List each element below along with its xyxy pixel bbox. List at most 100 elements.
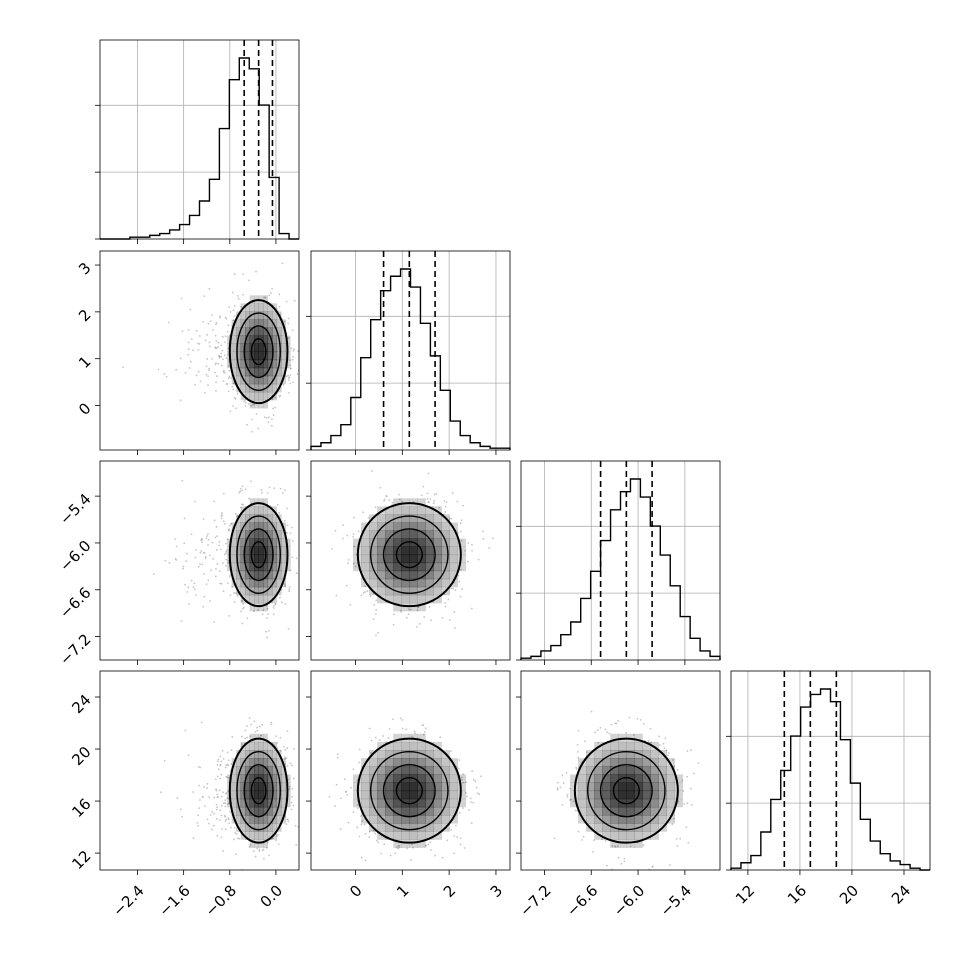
scatter-point [370, 739, 373, 742]
scatter-point [686, 802, 689, 805]
density-cell [245, 522, 251, 531]
density-cell [281, 343, 287, 353]
scatter-point [224, 335, 227, 338]
density-cell [642, 782, 651, 792]
density-cell [417, 562, 426, 572]
scatter-point [352, 811, 355, 813]
density-cell [249, 295, 255, 304]
density-cell [254, 506, 260, 515]
scatter-point [347, 562, 349, 565]
scatter-point [216, 535, 218, 538]
density-cell [249, 359, 255, 369]
density-cell [626, 815, 635, 824]
scatter-point [383, 498, 386, 501]
density-cell [602, 774, 611, 783]
density-cell [236, 351, 241, 361]
scatter-point [231, 585, 233, 588]
scatter-point [407, 613, 410, 616]
scatter-point [559, 786, 562, 789]
density-cell [245, 383, 251, 393]
scatter-point [360, 856, 363, 859]
scatter-point [370, 752, 372, 754]
scatter-point [249, 735, 251, 738]
density-cell [594, 823, 603, 832]
scatter-point [230, 826, 232, 829]
scatter-point [216, 834, 219, 837]
contour-line [228, 502, 289, 608]
scatter-point [584, 740, 586, 743]
contour-line [395, 776, 423, 805]
density-cell [258, 815, 264, 824]
scatter-point [208, 369, 210, 372]
scatter-point [267, 613, 270, 616]
density-cell [425, 806, 434, 816]
density-cell [254, 530, 260, 539]
scatter-point [266, 492, 269, 494]
scatter-point [416, 609, 419, 612]
scatter-point [175, 368, 178, 371]
hist-panel-2 [516, 460, 721, 665]
panel-frame [520, 670, 721, 871]
density-cell [570, 774, 579, 783]
scatter-point [221, 749, 224, 752]
density-cell [276, 375, 282, 385]
scatter-point [222, 380, 225, 383]
scatter-point [357, 530, 360, 533]
scatter-point [467, 560, 469, 563]
scatter-point [288, 392, 290, 394]
density-cell [267, 831, 273, 840]
scatter-point [236, 515, 239, 518]
scatter-point [397, 845, 399, 848]
scatter-point [239, 490, 242, 493]
scatter-point [401, 727, 404, 730]
panel-frame [730, 670, 931, 871]
density-cell [263, 798, 269, 808]
density-cell [377, 514, 386, 523]
scatter-point [246, 725, 248, 727]
panel-frame [520, 460, 721, 661]
scatter-point [197, 342, 199, 345]
density-cell [272, 782, 278, 792]
density-cell [272, 343, 278, 353]
scatter-point [470, 607, 473, 610]
density-cell [258, 782, 264, 792]
density-cell [618, 782, 627, 792]
density-cell [258, 831, 264, 840]
density-cell [409, 815, 418, 824]
scatter-point [344, 790, 347, 793]
scatter-point [349, 604, 352, 606]
scatter-point [424, 731, 426, 733]
scatter-point [229, 410, 232, 413]
density-cell [618, 790, 627, 800]
density-cell [457, 798, 467, 808]
scatter-point [364, 591, 366, 593]
scatter-point [286, 507, 289, 510]
scatter-point [444, 505, 447, 508]
density-cell [433, 750, 442, 759]
density-cell [240, 530, 246, 539]
scatter-point [458, 759, 461, 761]
density-cell [276, 570, 282, 580]
scatter-point [220, 795, 223, 798]
scatter-point [176, 796, 179, 799]
density-cell [249, 375, 255, 385]
scatter-point [576, 743, 579, 746]
density-cell [249, 514, 255, 523]
scatter-point [188, 367, 191, 369]
scatter-point [182, 565, 185, 568]
density-cell [369, 554, 378, 564]
density-cell [249, 831, 255, 840]
scatter-point [266, 607, 269, 610]
density-cell [249, 570, 255, 580]
scatter-point [248, 716, 251, 719]
scatter-point [566, 795, 569, 798]
density-cell [231, 343, 237, 353]
density-cell [369, 774, 378, 783]
density-cell [401, 823, 410, 832]
scatter-point [596, 729, 599, 732]
density-cell [401, 530, 410, 539]
scatter-point [353, 545, 356, 548]
scatter-point [201, 563, 204, 566]
scatter-point [236, 595, 239, 597]
scatter-point [247, 279, 250, 282]
